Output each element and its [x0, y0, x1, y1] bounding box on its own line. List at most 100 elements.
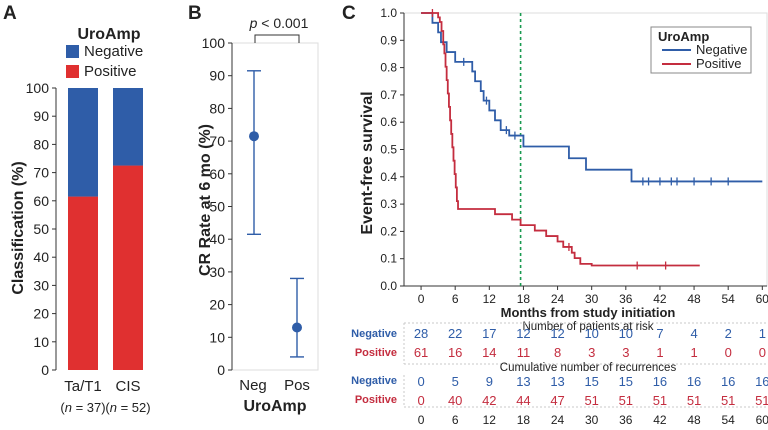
y-tick-label-a: 60 [33, 193, 49, 209]
table-cell-negative: 13 [550, 374, 564, 389]
table-cell-positive: 44 [516, 393, 530, 408]
y-tick-label-b: 80 [209, 100, 225, 116]
y-tick-label-a: 20 [33, 306, 49, 322]
table-cell-negative: 17 [482, 326, 496, 341]
table-x-tick-label: 36 [619, 413, 633, 427]
points-b [247, 70, 304, 358]
table-cell-negative: 16 [687, 374, 701, 389]
legend-c-negative-label: Negative [696, 42, 747, 57]
y-tick-label-a: 40 [33, 249, 49, 265]
table-cell-positive: 0 [417, 393, 424, 408]
bar-negative-tat1 [68, 88, 98, 197]
table-cell-negative: 28 [414, 326, 428, 341]
y-tick-label-c: 0.3 [380, 197, 397, 211]
axes-c: 0.0 0.1 0.2 0.3 0.4 0.5 0.6 0.7 0.8 0.9 1.0 0 6 12 18 2… [380, 6, 768, 306]
risk-table: Number of patients at risk Negative Posi… [351, 321, 768, 365]
y-tick-label-a: 50 [33, 221, 49, 237]
axis-b-ylabel: CR Rate at 6 mo (%) [197, 124, 214, 276]
y-tick-label-b: 20 [209, 297, 225, 313]
table-cell-positive: 1 [690, 345, 697, 360]
plot-frame-b [231, 42, 319, 371]
table-cell-positive: 0 [725, 345, 732, 360]
point-estimate-neg [249, 131, 259, 142]
legend-a-title: UroAmp [77, 26, 140, 43]
axis-c-ylabel: Event-free survival [359, 91, 376, 234]
y-tick-label-c: 0.7 [380, 88, 397, 102]
recurrence-table-title: Cumulative number of recurrences [500, 362, 677, 374]
y-tick-label-c: 0.9 [380, 33, 397, 47]
table-cell-negative: 13 [516, 374, 530, 389]
table-cell-negative: 16 [653, 374, 667, 389]
x-tick-label-c: 0 [418, 292, 425, 306]
x-tick-label-c: 42 [653, 292, 667, 306]
y-tick-label-a: 100 [26, 80, 50, 96]
x-tick-label-c: 36 [619, 292, 633, 306]
axis-c-xlabel: Months from study initiation [501, 305, 676, 320]
y-tick-label-a: 90 [33, 108, 49, 124]
axis-b-xlabel: UroAmp [243, 398, 306, 415]
y-tick-label-b: 60 [209, 166, 225, 182]
p-value-bracket: p < 0.001 [249, 15, 309, 43]
table-cell-positive: 51 [721, 393, 735, 408]
x-tick-b-neg: Neg [239, 377, 267, 394]
table-cell-negative: 12 [550, 326, 564, 341]
recurrence-row-negative-label: Negative [351, 375, 397, 387]
y-tick-label-c: 1.0 [380, 6, 397, 20]
y-tick-label-c: 0.8 [380, 61, 397, 75]
table-cell-negative: 10 [619, 326, 633, 341]
table-x-tick-label: 0 [418, 413, 425, 427]
legend-a-positive-swatch [66, 65, 79, 78]
table-cell-positive: 3 [588, 345, 595, 360]
y-tick-label-b: 10 [209, 329, 225, 345]
panel-a: UroAmp Negative Positive 0 10 20 30 40 50 60 70… [10, 26, 151, 415]
risk-row-positive-label: Positive [355, 347, 397, 359]
table-cell-positive: 51 [755, 393, 768, 408]
table-cell-positive: 11 [517, 345, 531, 360]
table-cell-negative: 12 [516, 326, 530, 341]
table-cell-positive: 1 [656, 345, 663, 360]
y-tick-label-b: 50 [209, 199, 225, 215]
x-tick-label-c: 18 [517, 292, 531, 306]
table-cell-positive: 61 [414, 345, 428, 360]
y-tick-label-c: 0.5 [380, 143, 397, 157]
table-cell-negative: 16 [755, 374, 768, 389]
y-tick-label-c: 0.4 [380, 170, 397, 184]
table-cell-positive: 42 [482, 393, 496, 408]
x-tick-label-c: 54 [722, 292, 736, 306]
table-cell-positive: 51 [687, 393, 701, 408]
axis-b-y: 0 10 20 30 40 50 60 70 80 90 100 [202, 35, 319, 378]
table-x-tick-label: 42 [653, 413, 667, 427]
y-tick-label-b: 30 [209, 264, 225, 280]
table-cell-negative: 15 [584, 374, 598, 389]
x-tick-a-cis: CIS [115, 378, 140, 395]
x-tick-label-c: 12 [483, 292, 497, 306]
x-note-a-tat1: (n = 37) [60, 400, 105, 415]
table-cell-negative: 1 [759, 326, 766, 341]
legend-c-title: UroAmp [658, 29, 709, 44]
table-cell-positive: 47 [550, 393, 564, 408]
table-cell-negative: 9 [486, 374, 493, 389]
bar-positive-tat1 [68, 196, 98, 370]
x-tick-label-c: 30 [585, 292, 599, 306]
table-cell-positive: 40 [448, 393, 462, 408]
table-cell-positive: 51 [653, 393, 667, 408]
x-tick-label-c: 48 [687, 292, 701, 306]
legend-a-negative-label: Negative [84, 43, 143, 60]
y-tick-label-b: 70 [209, 133, 225, 149]
x-tick-label-c: 24 [551, 292, 565, 306]
table-cell-positive: 16 [448, 345, 462, 360]
y-tick-label-b: 40 [209, 231, 225, 247]
table-cell-negative: 2 [725, 326, 732, 341]
bar-negative-cis [113, 88, 143, 166]
table-x-tick-label: 18 [517, 413, 531, 427]
x-tick-label-c: 60 [756, 292, 768, 306]
x-tick-b-pos: Pos [284, 377, 310, 394]
axis-a-ylabel: Classification (%) [10, 161, 27, 294]
y-tick-label-a: 80 [33, 136, 49, 152]
panel-label-c: C [342, 3, 356, 24]
panel-c: 0.00.10.20.30.40.50.60.70.80.91.00 6 12 18 2… [351, 6, 768, 427]
bars-a [68, 88, 143, 370]
table-x-tick-label: 12 [483, 413, 497, 427]
table-x-tick-label: 54 [722, 413, 736, 427]
panel-label-b: B [188, 3, 202, 24]
